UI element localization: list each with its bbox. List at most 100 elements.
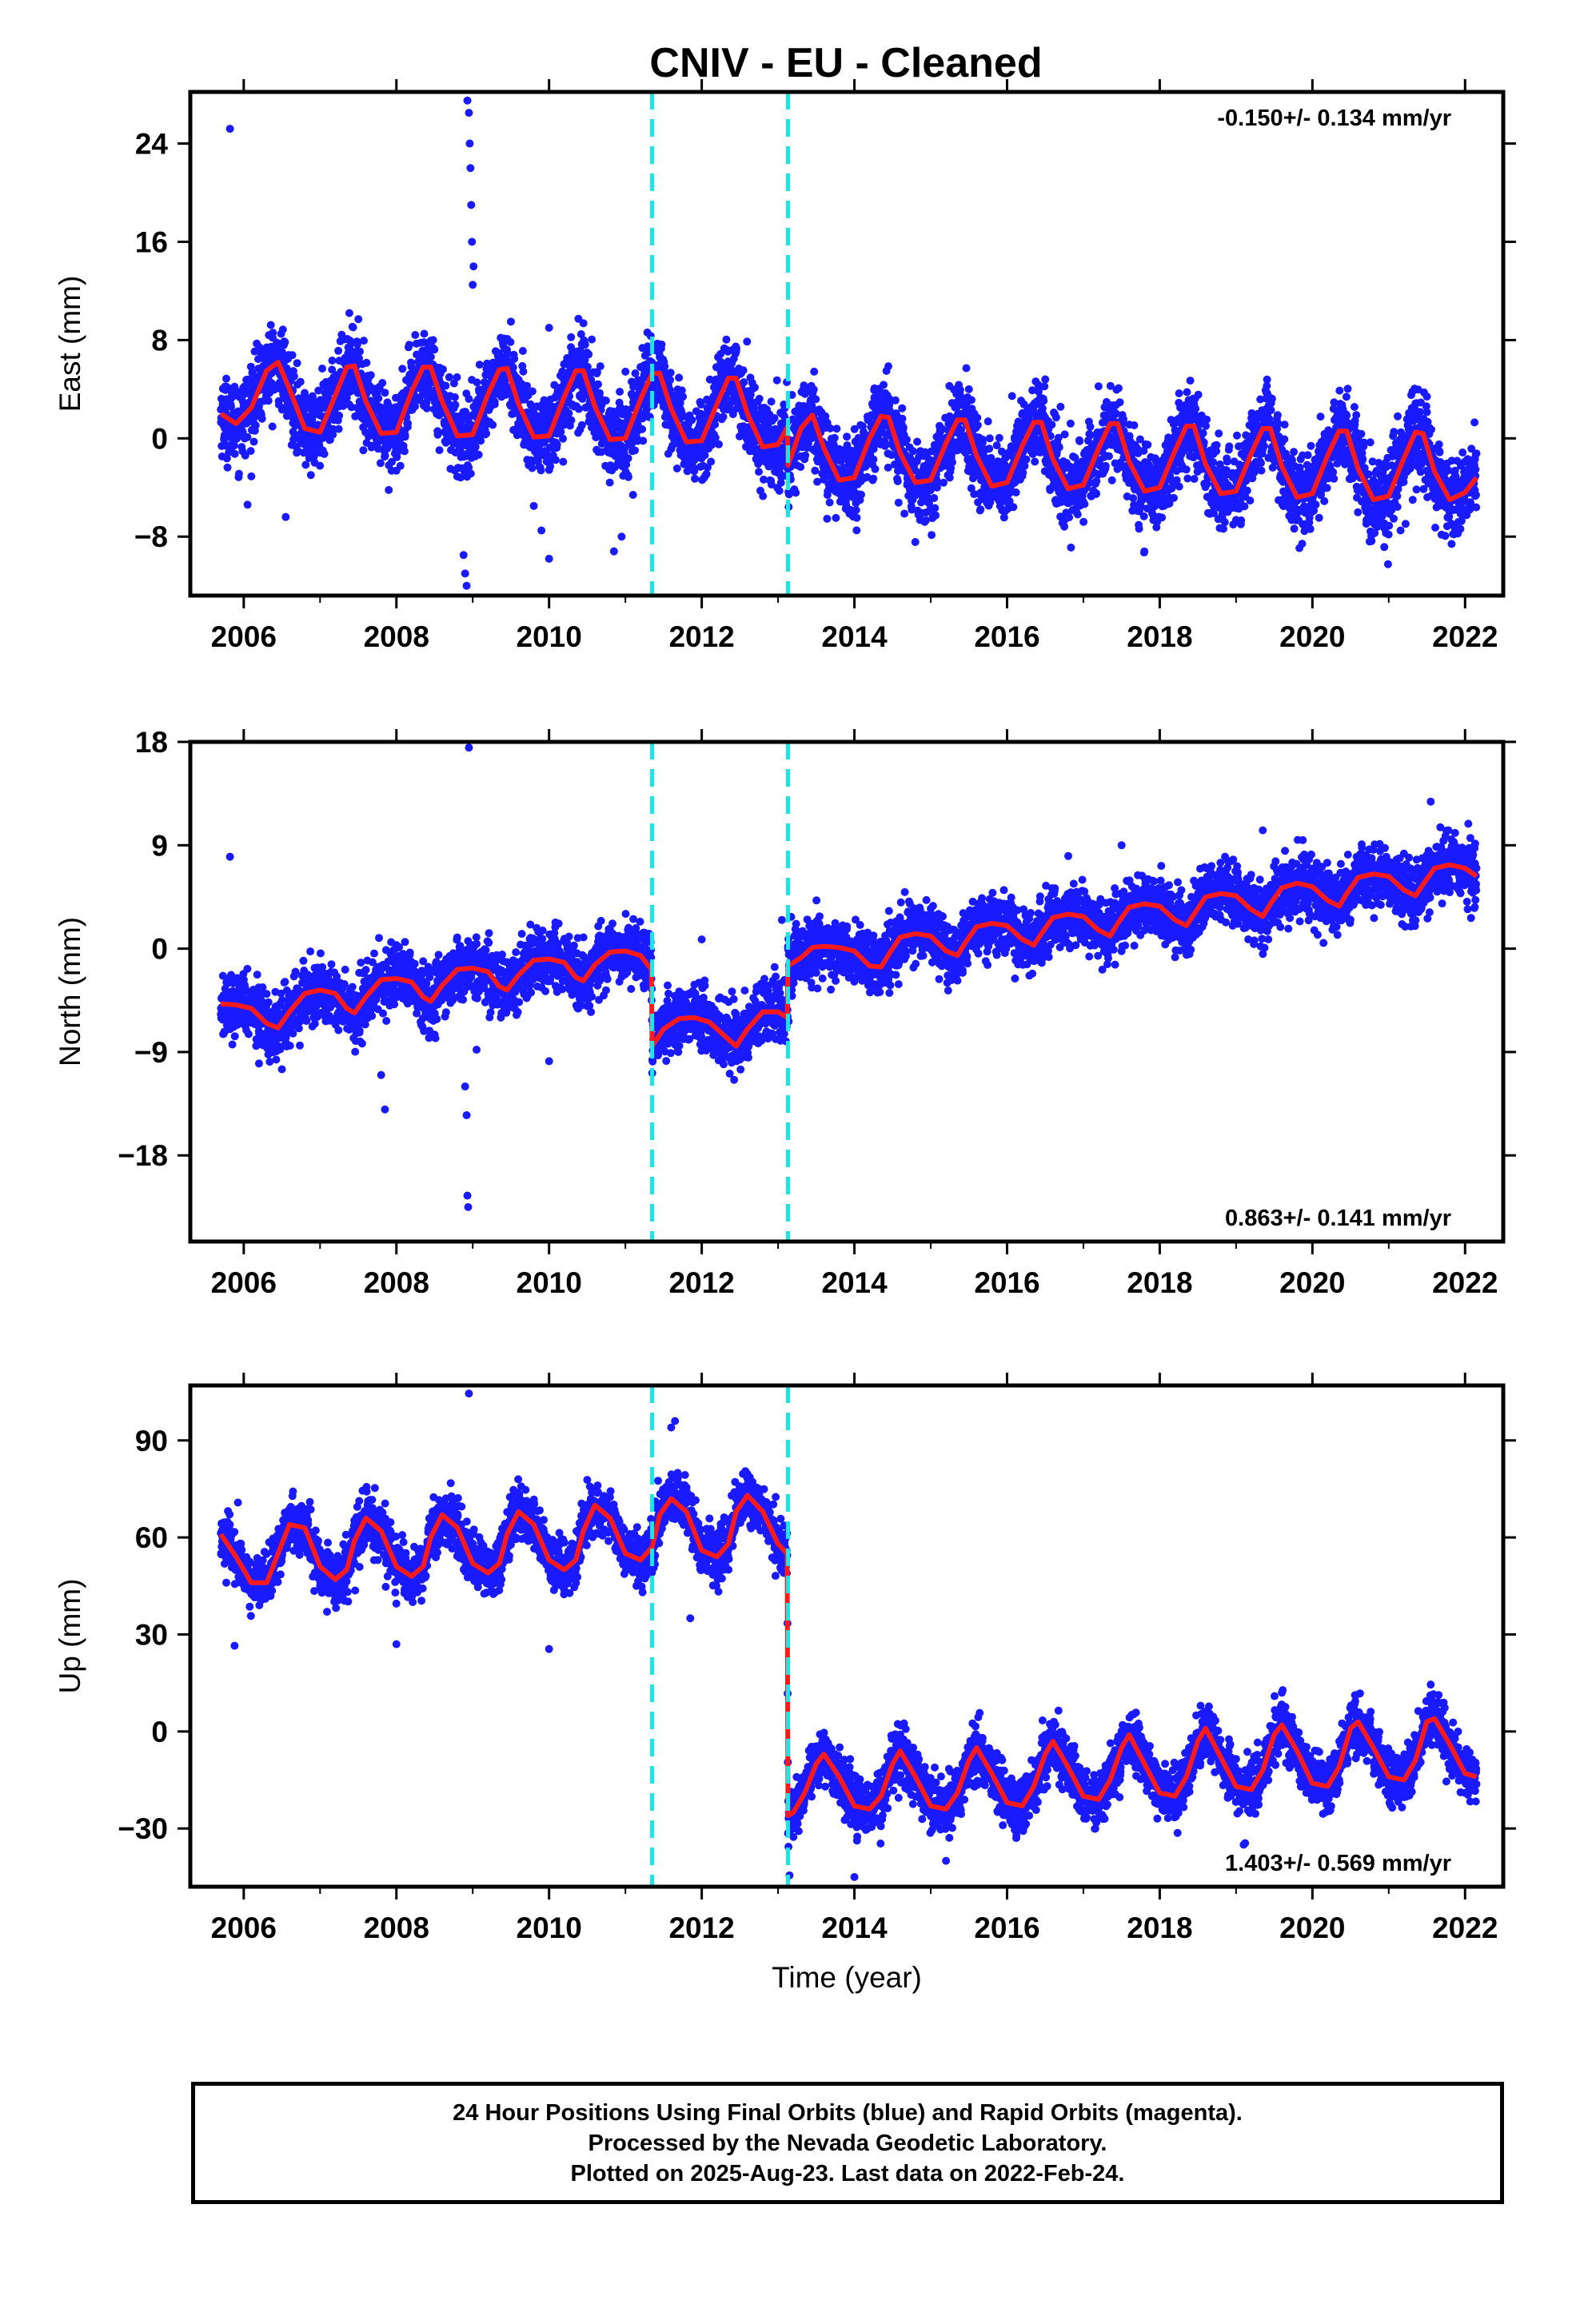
data-point [801, 452, 809, 460]
data-point [968, 396, 976, 404]
data-point [1080, 500, 1088, 508]
data-point [912, 538, 920, 546]
data-point [1213, 441, 1221, 449]
data-point [810, 368, 818, 376]
data-point [247, 472, 255, 480]
data-point [1061, 430, 1069, 438]
data-point [963, 365, 971, 373]
data-point [759, 492, 767, 500]
data-point [743, 337, 751, 345]
data-point [1191, 475, 1199, 483]
data-point [932, 512, 940, 520]
data-point [720, 413, 728, 421]
data-point [1023, 456, 1031, 464]
data-point [354, 315, 362, 323]
data-point [265, 397, 273, 405]
data-point [491, 401, 499, 409]
data-point [796, 463, 804, 471]
data-point [666, 376, 674, 384]
data-point [956, 386, 964, 394]
data-point [1115, 385, 1123, 393]
data-point [279, 325, 287, 333]
data-point [1087, 431, 1095, 439]
data-point [732, 345, 740, 353]
data-point [465, 395, 473, 403]
data-point [489, 421, 497, 429]
data-point [1065, 513, 1073, 521]
data-point [909, 447, 917, 455]
data-point [1215, 429, 1223, 437]
data-point [1092, 489, 1100, 497]
data-point [1129, 494, 1137, 502]
data-point [552, 456, 560, 464]
data-point [1221, 518, 1229, 526]
data-point [1039, 397, 1047, 405]
data-point [411, 331, 419, 339]
data-point [771, 414, 779, 422]
data-point [1008, 392, 1016, 400]
data-point [1130, 421, 1138, 429]
data-point [639, 436, 647, 444]
data-point [792, 488, 800, 496]
data-point [894, 477, 902, 485]
data-point [756, 395, 764, 403]
data-point [986, 434, 994, 442]
data-point [931, 504, 939, 512]
data-point [1052, 413, 1060, 421]
data-point [397, 462, 405, 470]
data-point [740, 378, 748, 386]
data-point [1105, 452, 1113, 460]
data-point [359, 446, 367, 454]
data-point [316, 462, 324, 470]
data-point [679, 393, 687, 401]
data-point [948, 458, 956, 466]
data-point [334, 347, 342, 355]
data-point [899, 415, 907, 423]
data-point [269, 423, 277, 431]
data-point [224, 464, 232, 472]
data-point [1183, 389, 1191, 397]
data-point [381, 452, 389, 460]
data-point [1067, 544, 1075, 552]
data-point [321, 450, 329, 458]
data-point [1079, 518, 1087, 526]
data-point [258, 415, 266, 423]
data-point [289, 351, 297, 359]
data-point [439, 365, 447, 373]
data-point [467, 469, 475, 477]
data-point [588, 336, 596, 344]
data-point [247, 447, 255, 455]
data-point [976, 505, 984, 513]
data-point [401, 433, 409, 440]
data-point [688, 416, 696, 424]
data-point [451, 393, 459, 401]
data-point [984, 417, 992, 425]
data-point [1056, 403, 1064, 411]
data-point [1199, 429, 1207, 437]
data-point [401, 447, 409, 455]
data-point [940, 479, 948, 487]
data-point [1223, 457, 1231, 465]
data-point [374, 394, 382, 402]
data-point [329, 357, 337, 365]
data-point [667, 369, 675, 377]
data-point [575, 405, 583, 413]
data-point [1260, 442, 1268, 450]
data-point [843, 433, 851, 440]
data-point [1225, 442, 1233, 450]
data-point [580, 319, 588, 327]
data-point [673, 464, 681, 472]
data-point [430, 345, 438, 353]
data-point [884, 362, 892, 370]
data-point [852, 506, 860, 514]
data-point [441, 382, 449, 390]
data-point [869, 456, 877, 464]
data-point [1047, 421, 1055, 429]
data-point [773, 377, 781, 385]
data-point [1009, 503, 1017, 511]
data-point [404, 420, 412, 428]
data-point [405, 341, 413, 349]
data-point [892, 397, 900, 405]
data-point [1233, 432, 1241, 440]
